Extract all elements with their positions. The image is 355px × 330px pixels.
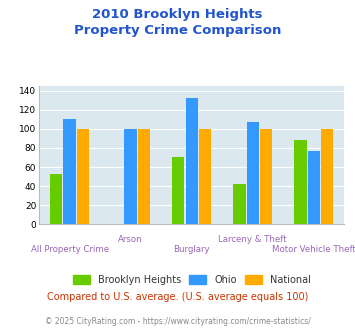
Bar (138, 129, 150, 224)
Legend: Brooklyn Heights, Ohio, National: Brooklyn Heights, Ohio, National (69, 271, 315, 289)
Text: Burglary: Burglary (173, 245, 210, 254)
Text: Motor Vehicle Theft: Motor Vehicle Theft (272, 245, 355, 254)
Bar (125, 129, 137, 224)
Bar (172, 157, 185, 224)
Text: All Property Crime: All Property Crime (31, 245, 109, 254)
Bar (64, 119, 76, 224)
Bar (308, 151, 320, 224)
Bar (199, 129, 211, 224)
Bar (321, 129, 333, 224)
Text: Compared to U.S. average. (U.S. average equals 100): Compared to U.S. average. (U.S. average … (47, 292, 308, 302)
Text: Arson: Arson (118, 236, 143, 245)
Bar (50, 174, 62, 224)
Bar (247, 122, 259, 224)
Bar (233, 184, 246, 224)
Bar (77, 129, 89, 224)
Text: 2010 Brooklyn Heights
Property Crime Comparison: 2010 Brooklyn Heights Property Crime Com… (74, 8, 281, 37)
Text: Larceny & Theft: Larceny & Theft (218, 236, 287, 245)
Text: © 2025 CityRating.com - https://www.cityrating.com/crime-statistics/: © 2025 CityRating.com - https://www.city… (45, 317, 310, 326)
Bar (260, 129, 272, 224)
Bar (294, 140, 307, 224)
Bar (186, 98, 198, 224)
